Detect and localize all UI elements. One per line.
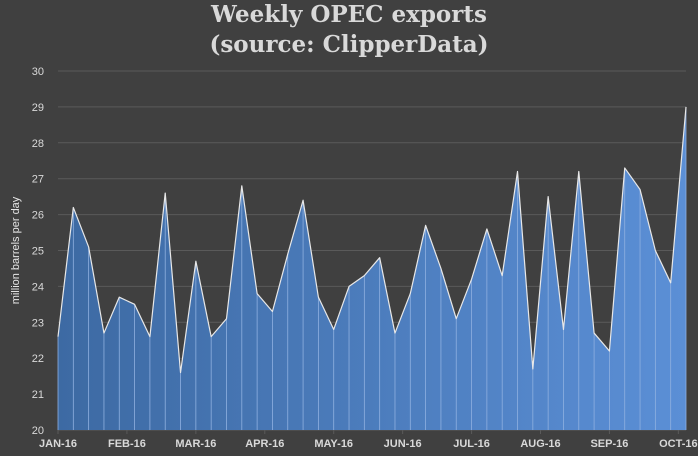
x-tick-label: MAR-16 [175, 438, 216, 450]
area-series [57, 106, 687, 431]
y-tick-label: 29 [32, 102, 44, 114]
y-tick-label: 25 [32, 246, 44, 258]
x-tick-label: JUL-16 [453, 438, 490, 450]
y-tick-label: 22 [32, 353, 44, 365]
series-line [57, 106, 687, 374]
y-tick-label: 23 [32, 317, 44, 329]
x-tick-label: FEB-16 [108, 438, 146, 450]
y-axis-label: million barrels per day [10, 196, 22, 304]
x-tick-label: SEP-16 [590, 438, 628, 450]
y-axis: 20 21 22 23 24 25 26 27 28 29 30 [32, 66, 44, 437]
y-tick-label: 27 [32, 174, 44, 186]
x-tick-label: MAY-16 [314, 438, 353, 450]
y-tick-label: 30 [32, 66, 44, 78]
x-tick-label: AUG-16 [520, 438, 560, 450]
chart-subtitle: (source: ClipperData) [209, 31, 489, 58]
y-tick-label: 20 [32, 425, 44, 437]
area-fill [58, 106, 686, 431]
chart-title: Weekly OPEC exports [211, 1, 487, 28]
y-tick-label: 26 [32, 210, 44, 222]
x-axis: JAN-16 FEB-16 MAR-16 APR-16 MAY-16 JUN-16 JUL-… [39, 430, 698, 450]
x-tick-label: JUN-16 [384, 438, 422, 450]
y-tick-label: 21 [32, 389, 44, 401]
y-tick-label: 28 [32, 138, 44, 150]
x-tick-label: OCT-16 [659, 438, 698, 450]
x-tick-label: APR-16 [245, 438, 284, 450]
y-tick-label: 24 [32, 281, 44, 293]
x-tick-label: JAN-16 [39, 438, 77, 450]
